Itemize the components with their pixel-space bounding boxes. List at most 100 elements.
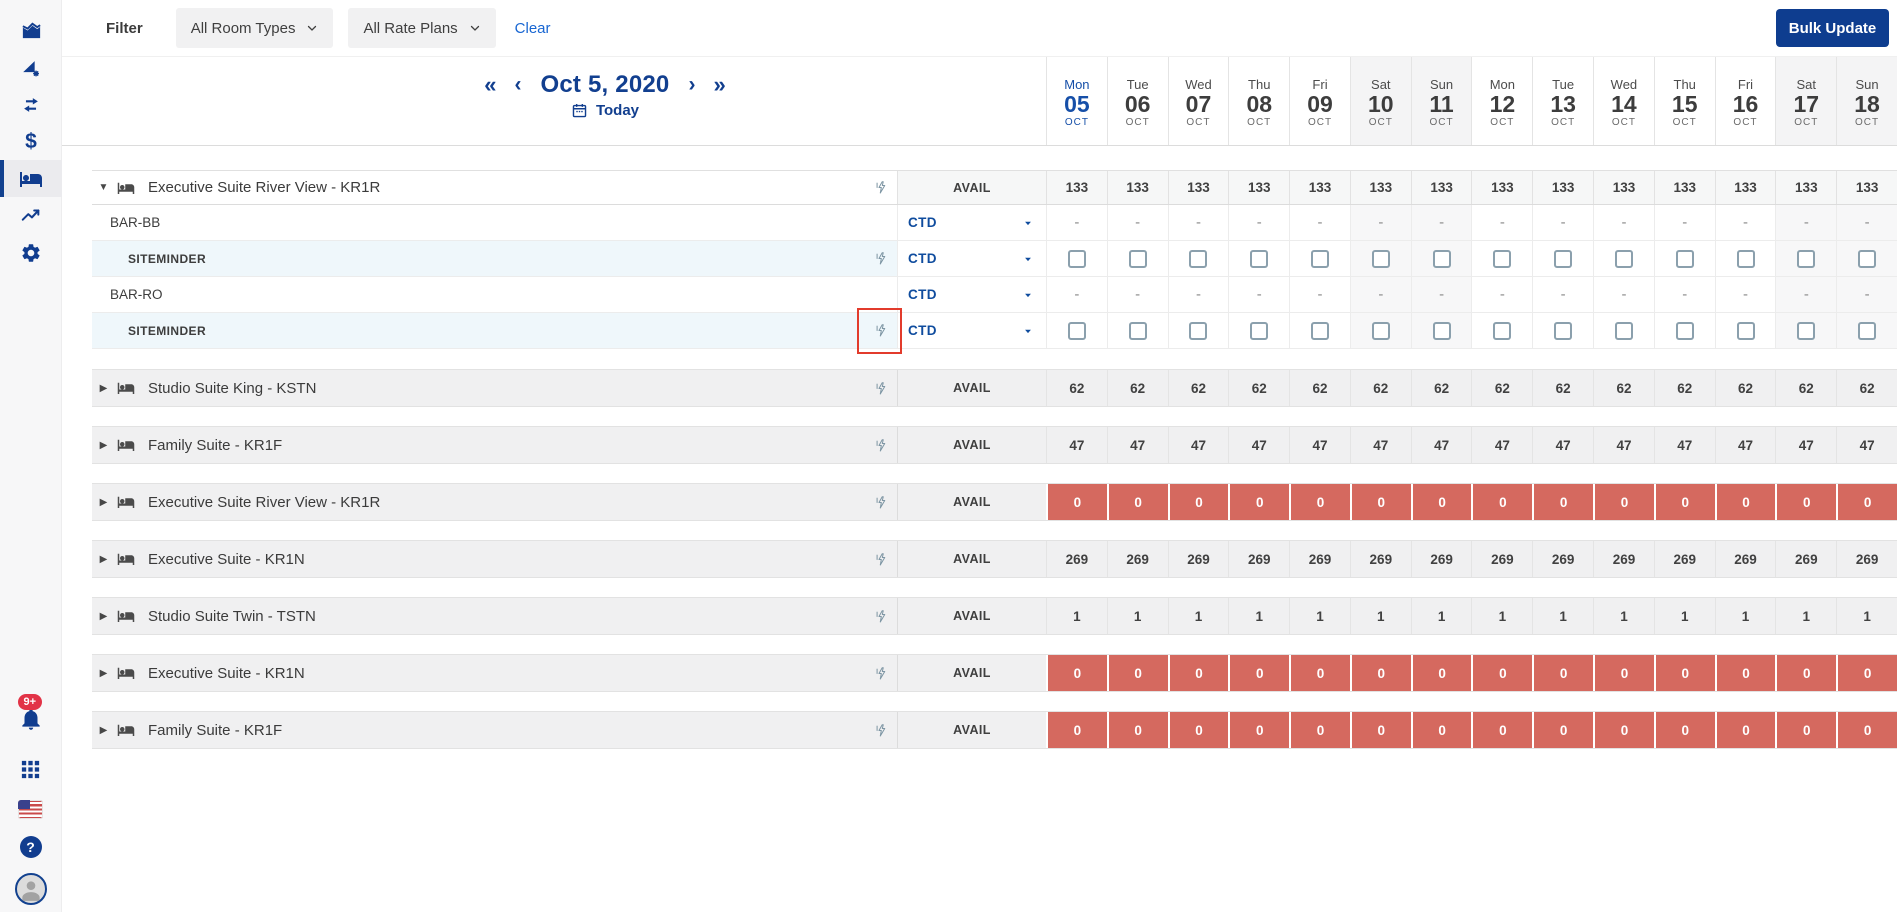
closeout-checkbox[interactable]	[1067, 321, 1086, 340]
avail-value-cell: 269	[1046, 541, 1107, 577]
flash-icon[interactable]	[873, 552, 888, 567]
language-button[interactable]	[0, 796, 62, 822]
nav-performance[interactable]	[0, 197, 62, 234]
closeout-checkbox[interactable]	[1797, 249, 1816, 268]
closeout-checkbox[interactable]	[1189, 321, 1208, 340]
flash-icon[interactable]	[873, 666, 888, 681]
next-day-arrow[interactable]: ›	[679, 73, 704, 97]
day-of-week: Fri	[1737, 76, 1754, 92]
today-label: Today	[595, 102, 640, 119]
closeout-cell	[1836, 313, 1897, 348]
help-button[interactable]: ?	[0, 834, 62, 860]
closeout-checkbox[interactable]	[1371, 321, 1390, 340]
room-type-name-cell[interactable]: ▶ Studio Suite Twin - TSTN	[92, 598, 897, 634]
flash-icon[interactable]	[873, 723, 888, 738]
nav-payments[interactable]: $	[0, 123, 62, 160]
nav-dashboard[interactable]	[0, 12, 62, 49]
room-type-name-cell[interactable]: ▶ Studio Suite King - KSTN	[92, 370, 897, 406]
bed-icon	[117, 493, 135, 511]
closeout-checkbox[interactable]	[1736, 249, 1755, 268]
expand-toggle-icon[interactable]: ▶	[99, 496, 108, 508]
expand-toggle-icon[interactable]: ▶	[99, 724, 108, 736]
day-month: OCT	[1794, 117, 1819, 129]
avail-value-cell: 269	[1228, 541, 1289, 577]
restriction-select[interactable]: CTD	[897, 241, 1046, 276]
day-number: 08	[1246, 90, 1273, 117]
room-type-name-cell[interactable]: ▶ Family Suite - KR1F	[92, 712, 897, 748]
room-types-select[interactable]: All Room Types	[175, 8, 334, 48]
nav-inventory[interactable]	[0, 160, 62, 197]
closeout-checkbox[interactable]	[1189, 249, 1208, 268]
closeout-cell	[1228, 313, 1289, 348]
closeout-checkbox[interactable]	[1311, 249, 1330, 268]
closeout-cell	[1532, 241, 1593, 276]
restriction-empty-cell: -	[1471, 277, 1532, 312]
closeout-checkbox[interactable]	[1493, 321, 1512, 340]
expand-toggle-icon[interactable]: ▶	[99, 439, 108, 451]
nav-distribution[interactable]	[0, 86, 62, 123]
flash-icon[interactable]	[873, 609, 888, 624]
avail-value-cell: 133	[1471, 171, 1533, 204]
day-header-mon-12: Mon 12 OCT	[1471, 57, 1532, 145]
closeout-checkbox[interactable]	[1128, 321, 1147, 340]
closeout-checkbox[interactable]	[1554, 249, 1573, 268]
restriction-select[interactable]: CTD	[897, 205, 1046, 240]
flash-icon[interactable]	[873, 381, 888, 396]
flash-icon[interactable]	[873, 495, 888, 510]
closeout-checkbox[interactable]	[1554, 321, 1573, 340]
flash-icon[interactable]	[873, 251, 888, 266]
flash-icon[interactable]	[873, 323, 888, 338]
closeout-checkbox[interactable]	[1675, 249, 1694, 268]
prev-day-arrow[interactable]: ‹	[506, 73, 531, 97]
rate-plan-name-cell: SITEMINDER	[92, 241, 897, 276]
room-type-name: Family Suite - KR1F	[148, 436, 283, 454]
closeout-checkbox[interactable]	[1675, 321, 1694, 340]
nav-rate-insights[interactable]	[0, 49, 62, 86]
expand-toggle-icon[interactable]: ▶	[99, 382, 108, 394]
closeout-checkbox[interactable]	[1432, 249, 1451, 268]
closeout-checkbox[interactable]	[1067, 249, 1086, 268]
account-button[interactable]	[0, 872, 62, 906]
closeout-checkbox[interactable]	[1250, 249, 1269, 268]
closeout-checkbox[interactable]	[1128, 249, 1147, 268]
closeout-checkbox[interactable]	[1614, 321, 1633, 340]
expand-toggle-icon[interactable]: ▶	[99, 667, 108, 679]
closeout-checkbox[interactable]	[1797, 321, 1816, 340]
closeout-checkbox[interactable]	[1858, 321, 1877, 340]
clear-filters-button[interactable]: Clear	[514, 19, 551, 37]
avail-value-cell: 0	[1836, 712, 1897, 748]
room-type-name-cell[interactable]: ▼ Executive Suite River View - KR1R	[92, 171, 897, 204]
room-type-name-cell[interactable]: ▶ Executive Suite - KR1N	[92, 541, 897, 577]
closeout-checkbox[interactable]	[1614, 249, 1633, 268]
expand-toggle-icon[interactable]: ▶	[99, 610, 108, 622]
restriction-select[interactable]: CTD	[897, 277, 1046, 312]
avail-value-cell: 62	[1106, 370, 1168, 406]
closeout-checkbox[interactable]	[1371, 249, 1390, 268]
closeout-checkbox[interactable]	[1493, 249, 1512, 268]
expand-toggle-icon[interactable]: ▼	[98, 182, 109, 193]
first-page-arrow[interactable]: «	[475, 72, 505, 98]
closeout-checkbox[interactable]	[1858, 249, 1877, 268]
room-type-name-cell[interactable]: ▶ Executive Suite River View - KR1R	[92, 484, 897, 520]
flash-icon[interactable]	[873, 180, 888, 195]
restriction-select[interactable]: CTD	[897, 313, 1046, 348]
closeout-checkbox[interactable]	[1432, 321, 1451, 340]
closeout-checkbox[interactable]	[1736, 321, 1755, 340]
room-type-name-cell[interactable]: ▶ Family Suite - KR1F	[92, 427, 897, 463]
day-header-sun-11: Sun 11 OCT	[1410, 57, 1472, 145]
notifications-button[interactable]: 9+	[0, 694, 62, 734]
apps-button[interactable]	[0, 754, 62, 784]
flash-icon[interactable]	[873, 438, 888, 453]
avail-value-cell: 0	[1410, 712, 1472, 748]
rate-plans-select[interactable]: All Rate Plans	[348, 8, 496, 48]
avail-value-cell: 133	[1167, 171, 1229, 204]
last-page-arrow[interactable]: »	[704, 72, 734, 98]
main-area: Filter All Room Types All Rate Plans Cle…	[62, 0, 1897, 912]
bulk-update-button[interactable]: Bulk Update	[1776, 9, 1889, 47]
room-type-name-cell[interactable]: ▶ Executive Suite - KR1N	[92, 655, 897, 691]
nav-settings[interactable]	[0, 234, 62, 271]
closeout-checkbox[interactable]	[1250, 321, 1269, 340]
closeout-checkbox[interactable]	[1311, 321, 1330, 340]
today-button[interactable]: Today	[430, 102, 780, 119]
expand-toggle-icon[interactable]: ▶	[99, 553, 108, 565]
